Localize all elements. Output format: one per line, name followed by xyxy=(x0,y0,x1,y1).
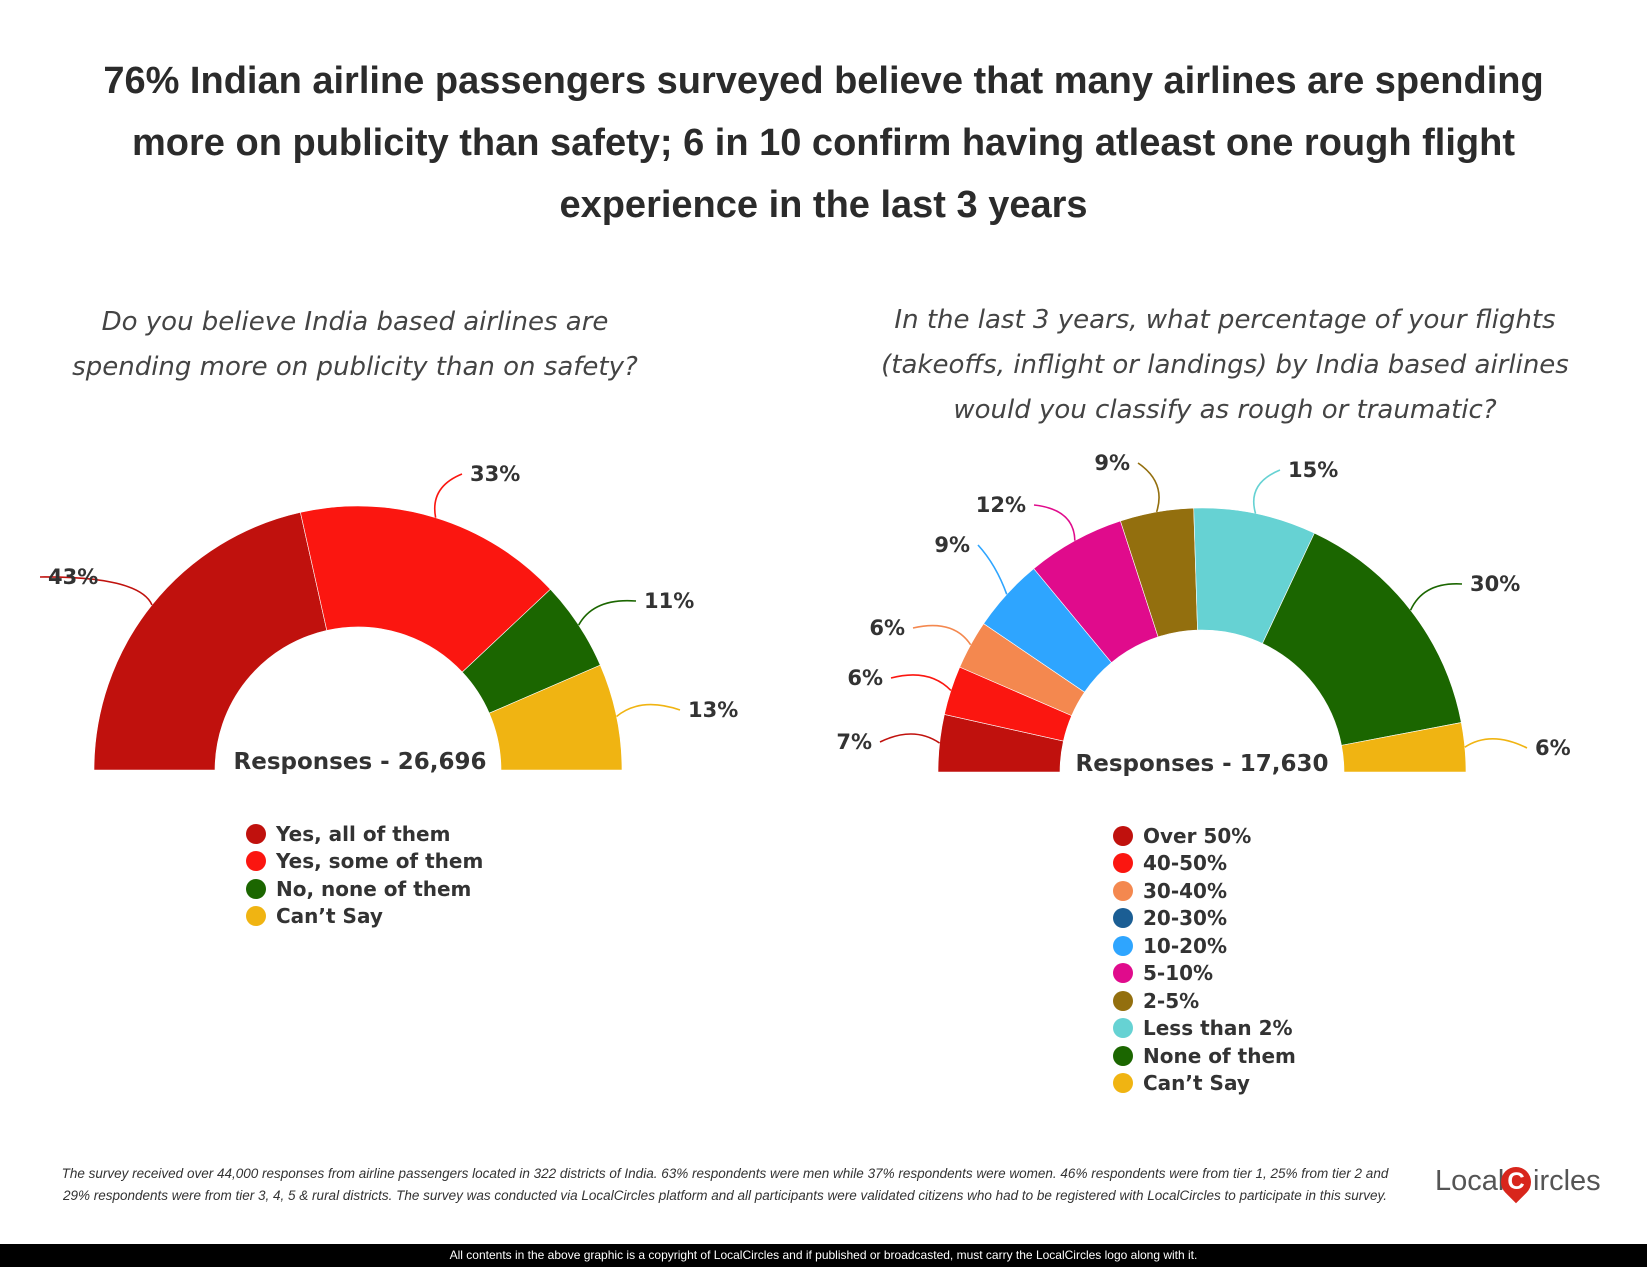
chart-1-leader-yes-some-of-them xyxy=(433,473,463,518)
chart-2-responses-label: Responses - 17,630 xyxy=(1076,751,1329,777)
chart-1-legend-swatch-can-t-say xyxy=(246,906,266,927)
chart-2-legend-swatch-none-of-them xyxy=(1113,1045,1133,1066)
copyright-bar: All contents in the above graphic is a c… xyxy=(0,1244,1647,1267)
chart-2-leader-less-than-2 xyxy=(1253,469,1281,514)
chart-2-data-label-5-10: 12% xyxy=(976,493,1026,517)
chart-2-legend-label-20-30: 20-30% xyxy=(1143,906,1228,931)
chart-1-leader-yes-all-of-them xyxy=(39,576,153,606)
chart-2-legend-item-10-20: 10-20% xyxy=(1113,932,1296,960)
chart-1-legend-swatch-no-none-of-them xyxy=(246,878,266,899)
chart-2-leader-2-5 xyxy=(1137,462,1160,513)
chart-1-legend: Yes, all of them Yes, some of them No, non… xyxy=(246,820,483,930)
chart-1-slice-can-t-say xyxy=(488,664,623,771)
chart-1-legend-item-yes-some-of-them: Yes, some of them xyxy=(246,848,483,876)
chart-1-legend-swatch-yes-some-of-them xyxy=(246,851,266,872)
survey-footnote: The survey received over 44,000 response… xyxy=(61,1166,1389,1203)
logo-text-ircles: ircles xyxy=(1533,1165,1601,1197)
chart-1-leader-can-t-say xyxy=(616,703,681,718)
chart-1-legend-item-no-none-of-them: No, none of them xyxy=(246,875,483,903)
chart-2-legend-swatch-5-10 xyxy=(1113,963,1133,984)
chart-2-legend-label-none-of-them: None of them xyxy=(1143,1043,1296,1068)
chart-2-leader-5-10 xyxy=(1033,504,1076,541)
chart-2-data-label-30-40: 6% xyxy=(869,616,905,640)
chart-2-data-label-40-50: 6% xyxy=(847,666,883,690)
chart-1-slice-yes-some-of-them xyxy=(300,505,551,673)
chart-1-data-label-can-t-say: 13% xyxy=(688,698,738,722)
chart-2-legend-item-40-50: 40-50% xyxy=(1113,850,1296,878)
chart-2-legend-item-20-30: 20-30% xyxy=(1113,905,1296,933)
chart-2-legend-item-2-5: 2-5% xyxy=(1113,987,1296,1015)
chart-2-slice-can-t-say xyxy=(1341,722,1467,773)
chart-1-responses-label: Responses - 26,696 xyxy=(234,749,487,775)
chart-1-legend-label-no-none-of-them: No, none of them xyxy=(276,876,472,901)
logo-text-local: Local xyxy=(1435,1165,1505,1197)
chart-2-legend-item-over-50: Over 50% xyxy=(1113,822,1296,850)
chart-1-question: Do you believe India based airlines are … xyxy=(72,307,638,382)
chart-2-legend-item-30-40: 30-40% xyxy=(1113,877,1296,905)
chart-1-data-label-yes-some-of-them: 33% xyxy=(470,462,520,486)
chart-1-leader-no-none-of-them xyxy=(577,599,637,626)
chart-2-data-label-10-20: 9% xyxy=(934,533,970,557)
chart-2-legend-label-5-10: 5-10% xyxy=(1143,961,1214,986)
page-title: 76% Indian airline passengers surveyed b… xyxy=(103,60,1544,226)
chart-2-legend-label-30-40: 30-40% xyxy=(1143,878,1228,903)
chart-2-leader-can-t-say xyxy=(1464,738,1528,749)
logo-pin-letter: C xyxy=(1507,1168,1525,1195)
chart-2-data-label-less-than-2: 15% xyxy=(1288,458,1338,482)
chart-2-legend-swatch-over-50 xyxy=(1113,825,1133,846)
chart-1-data-label-yes-all-of-them: 43% xyxy=(48,565,98,589)
chart-2-leader-none-of-them xyxy=(1409,583,1463,611)
chart-1-legend-swatch-yes-all-of-them xyxy=(246,823,266,844)
chart-1-legend-label-yes-all-of-them: Yes, all of them xyxy=(276,821,451,846)
chart-1-legend-item-can-t-say: Can’t Say xyxy=(246,903,483,931)
chart-2-legend-label-less-than-2: Less than 2% xyxy=(1143,1016,1293,1041)
chart-2-legend-item-less-than-2: Less than 2% xyxy=(1113,1015,1296,1043)
chart-2-leader-30-40 xyxy=(912,624,972,646)
chart-2-legend-label-over-50: Over 50% xyxy=(1143,823,1252,848)
chart-2-legend-swatch-20-30 xyxy=(1113,908,1133,929)
chart-2-legend-label-2-5: 2-5% xyxy=(1143,988,1200,1013)
chart-2-data-label-none-of-them: 30% xyxy=(1470,572,1520,596)
localcircles-logo: Local C ircles xyxy=(1435,1160,1605,1213)
chart-2-legend-swatch-30-40 xyxy=(1113,880,1133,901)
chart-2-legend-item-5-10: 5-10% xyxy=(1113,960,1296,988)
chart-1-legend-item-yes-all-of-them: Yes, all of them xyxy=(246,820,483,848)
chart-2-legend-label-can-t-say: Can’t Say xyxy=(1143,1071,1250,1096)
chart-2-slice-none-of-them xyxy=(1262,532,1462,746)
chart-2-legend-item-can-t-say: Can’t Say xyxy=(1113,1070,1296,1098)
chart-2-legend: Over 50% 40-50% 30-40% 20-30% 10-20% 5-10% 2-5… xyxy=(1113,822,1296,1097)
chart-2-leader-40-50 xyxy=(890,674,952,691)
chart-2-legend-label-10-20: 10-20% xyxy=(1143,933,1228,958)
chart-2-legend-swatch-less-than-2 xyxy=(1113,1018,1133,1039)
chart-2-legend-swatch-2-5 xyxy=(1113,990,1133,1011)
chart-2-data-label-can-t-say: 6% xyxy=(1535,736,1571,760)
chart-2-legend-swatch-40-50 xyxy=(1113,853,1133,874)
chart-2-legend-swatch-10-20 xyxy=(1113,935,1133,956)
chart-1-legend-label-can-t-say: Can’t Say xyxy=(276,904,383,929)
chart-2-legend-label-40-50: 40-50% xyxy=(1143,851,1228,876)
chart-2-leader-over-50 xyxy=(879,733,941,744)
chart-2-data-label-2-5: 9% xyxy=(1094,451,1130,475)
chart-2-leader-10-20 xyxy=(977,544,1008,595)
chart-1-data-label-no-none-of-them: 11% xyxy=(644,589,694,613)
chart-2-legend-item-none-of-them: None of them xyxy=(1113,1042,1296,1070)
chart-2-data-label-over-50: 7% xyxy=(836,730,872,754)
chart-1-legend-label-yes-some-of-them: Yes, some of them xyxy=(276,849,484,874)
chart-2-question: In the last 3 years, what percentage of … xyxy=(881,305,1569,425)
chart-2-legend-swatch-can-t-say xyxy=(1113,1073,1133,1094)
chart-1-slice-yes-all-of-them xyxy=(93,511,328,771)
